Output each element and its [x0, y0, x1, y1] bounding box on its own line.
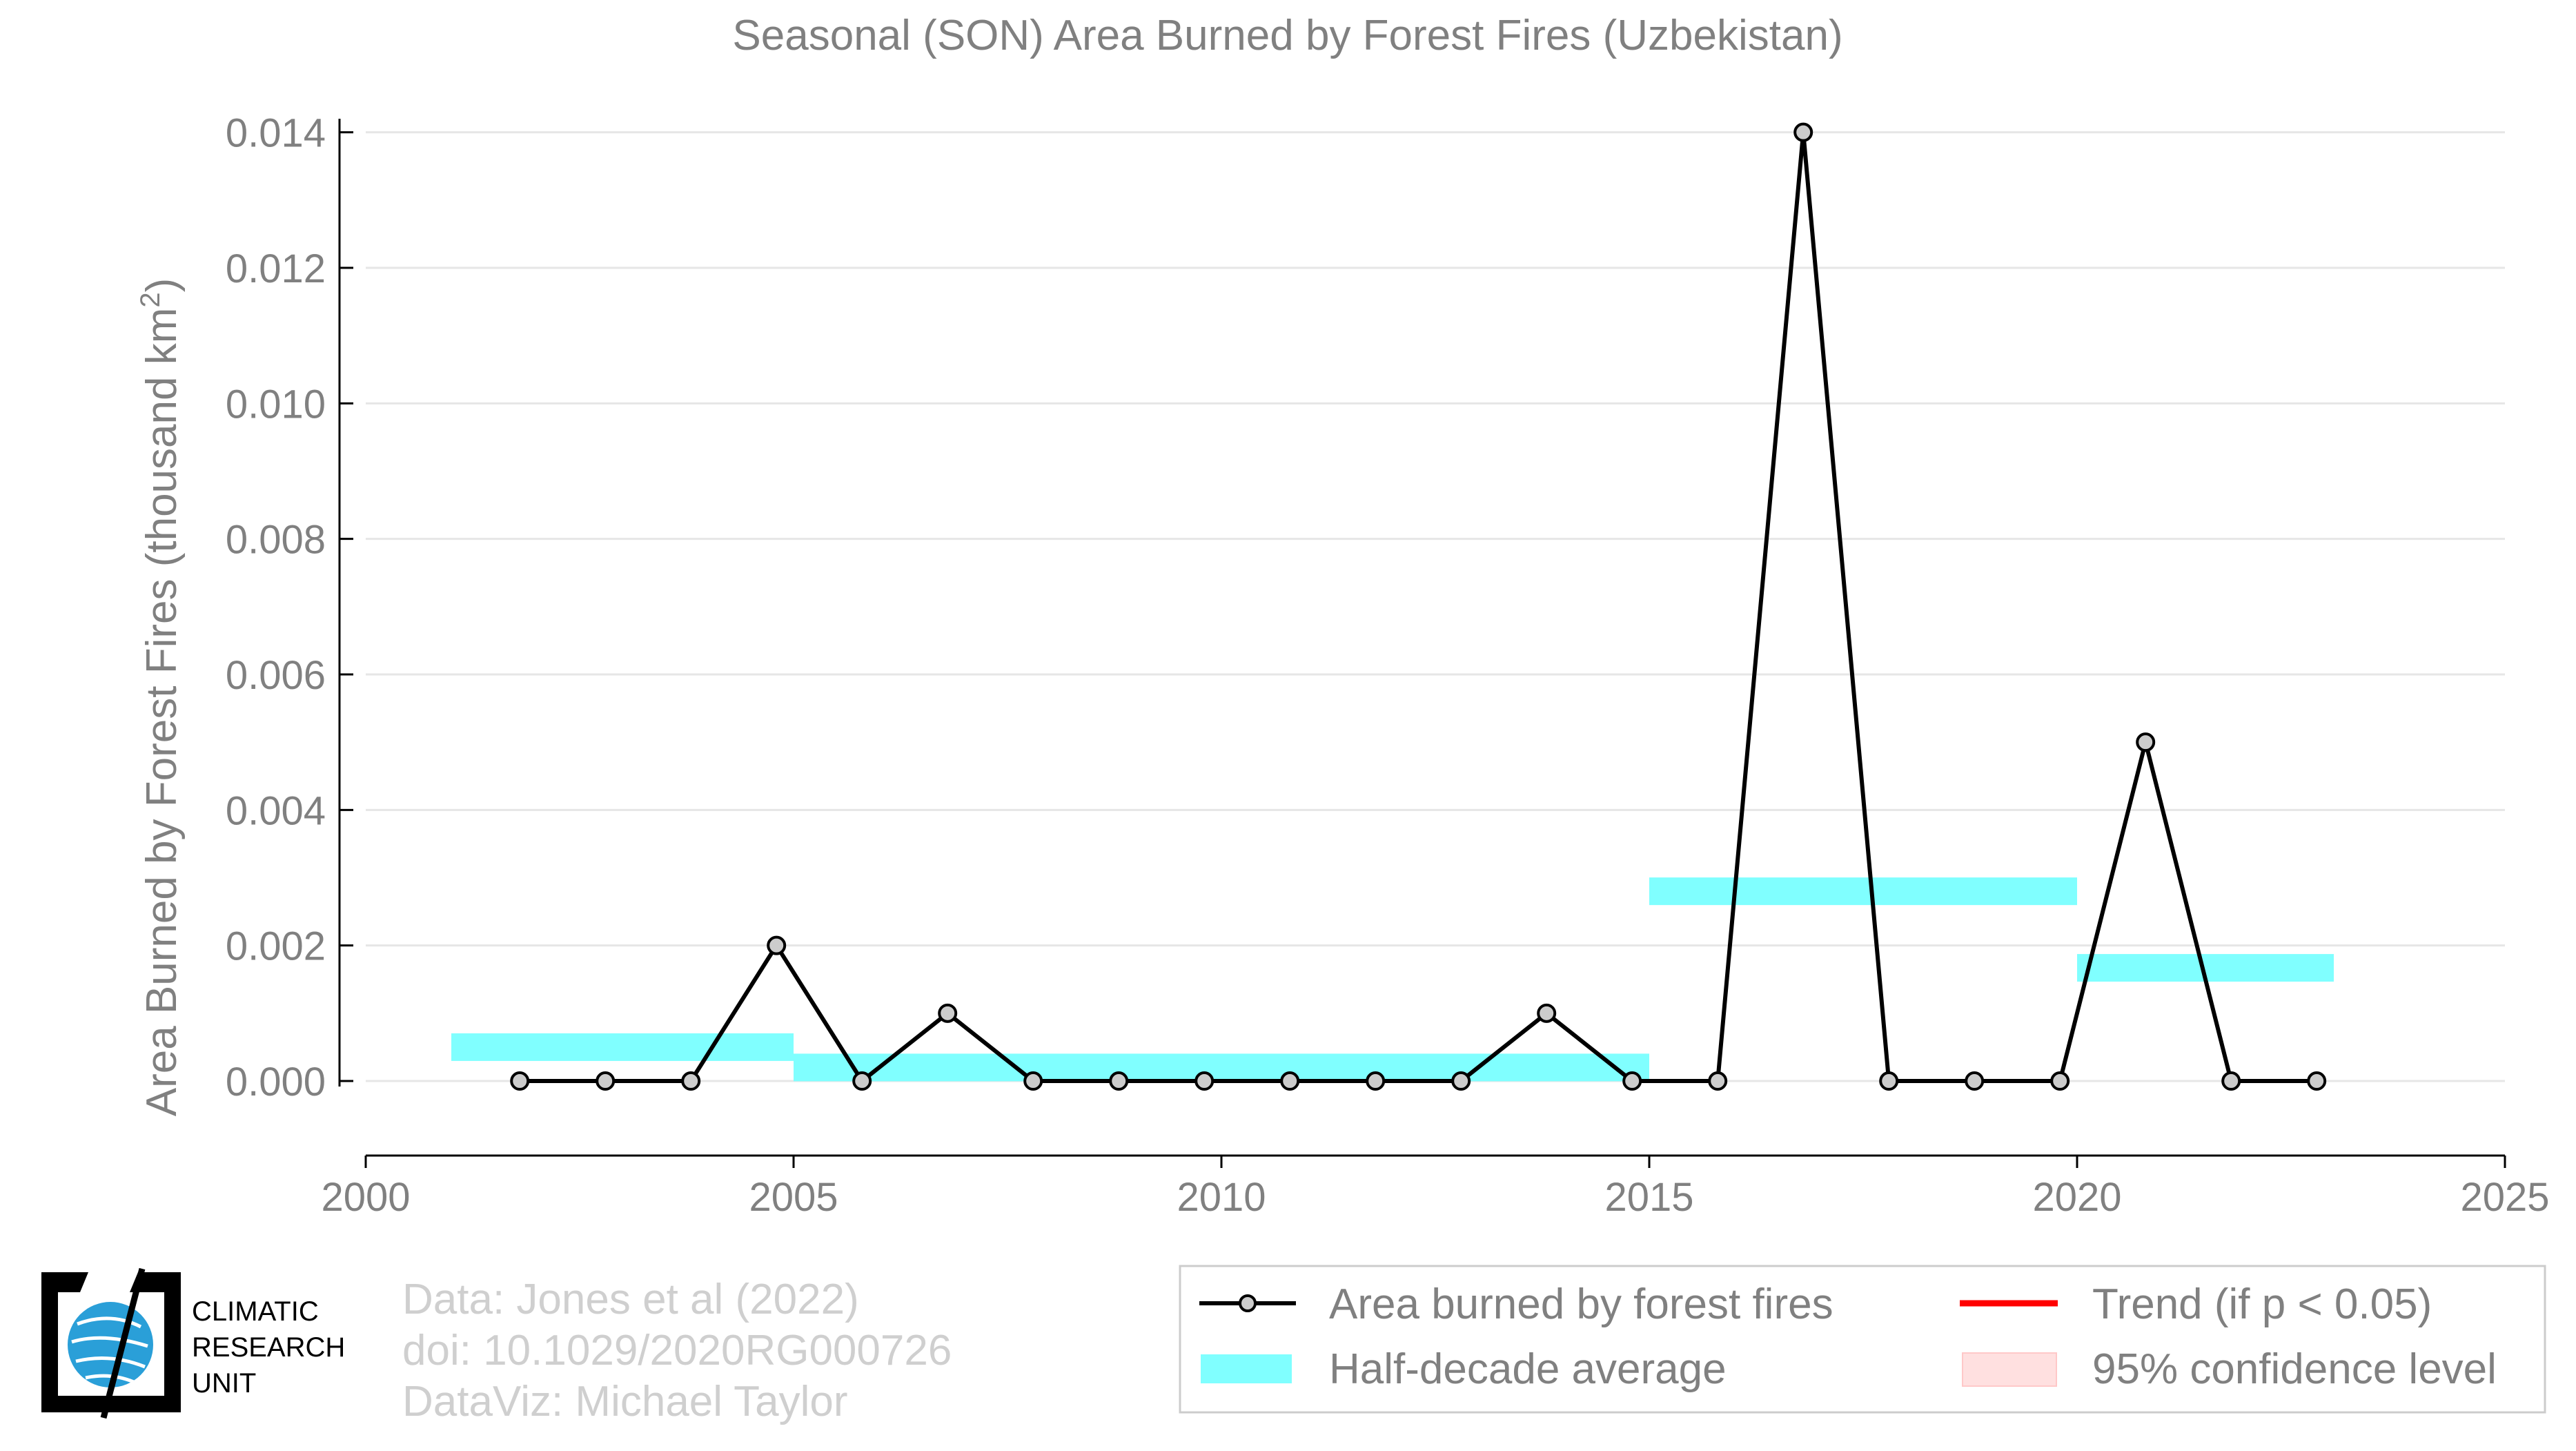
- axes: [338, 119, 2505, 1157]
- legend-symbol-area-burned-marker: [1239, 1294, 1257, 1312]
- data-point: [1708, 1071, 1728, 1091]
- y-tick-label: 0.012: [226, 246, 326, 291]
- y-tick-label: 0.004: [226, 788, 326, 833]
- data-point: [1622, 1071, 1642, 1091]
- x-tick-label: 2010: [1177, 1175, 1266, 1220]
- x-tick-labels: 2000 2005 2010 2015 2020 2025: [321, 1156, 2550, 1220]
- cru-logo-line: RESEARCH: [192, 1332, 346, 1363]
- legend-label-area-burned: Area burned by forest fires: [1329, 1280, 1833, 1328]
- half-decade-average-bar: [794, 1053, 1649, 1082]
- x-tick-label: 2025: [2460, 1175, 2549, 1220]
- series-line: [520, 130, 2317, 1084]
- data-point: [681, 1071, 701, 1091]
- data-point: [1280, 1071, 1300, 1091]
- x-tick-label: 2005: [749, 1175, 838, 1220]
- cru-logo-text: CLIMATIC RESEARCH UNIT: [192, 1294, 345, 1401]
- legend-label-trend: Trend (if p < 0.05): [2092, 1280, 2432, 1328]
- half-decade-average-bars: [451, 877, 2334, 1082]
- data-point: [1194, 1071, 1215, 1091]
- data-point: [1023, 1071, 1043, 1091]
- half-decade-average-bar: [451, 1033, 794, 1061]
- legend-label-confidence: 95% confidence level: [2092, 1345, 2497, 1393]
- y-tick-label: 0.010: [226, 382, 326, 427]
- data-point: [510, 1071, 530, 1091]
- legend-box: [1179, 1265, 2546, 1414]
- series-area-burned: [510, 122, 2327, 1091]
- credit-data: Data: Jones et al (2022): [402, 1276, 859, 1323]
- data-point: [1879, 1071, 1899, 1091]
- y-tick-label: 0.006: [226, 653, 326, 698]
- y-tick-label: 0.014: [226, 111, 326, 156]
- half-decade-average-bar: [1649, 877, 2077, 906]
- data-point: [596, 1071, 616, 1091]
- x-tick-label: 2020: [2032, 1175, 2121, 1220]
- cru-logo-slash-icon: [100, 1267, 146, 1419]
- cru-logo-frame-icon: [41, 1272, 181, 1412]
- legend-label-half-decade: Half-decade average: [1329, 1345, 1727, 1393]
- legend-symbol-confidence: [1962, 1352, 2057, 1387]
- data-point: [938, 1003, 958, 1023]
- data-point: [1965, 1071, 1985, 1091]
- y-axis-label: Area Burned by Forest Fires (thousand km…: [135, 278, 186, 1117]
- data-point: [852, 1071, 872, 1091]
- x-tick-label: 2000: [321, 1175, 410, 1220]
- gridlines: [366, 131, 2505, 1082]
- credit-dataviz: DataViz: Michael Taylor: [402, 1378, 848, 1425]
- data-point: [767, 935, 787, 955]
- legend: Area burned by forest fires Trend (if p …: [1179, 1265, 2546, 1414]
- data-point: [2050, 1071, 2070, 1091]
- data-point: [2136, 732, 2156, 752]
- data-point: [1537, 1003, 1557, 1023]
- data-point: [1793, 122, 1813, 142]
- cru-logo-line: CLIMATIC: [192, 1296, 319, 1327]
- data-point: [1109, 1071, 1129, 1091]
- y-tick-labels: 0.000 0.002 0.004 0.006 0.008 0.010 0.012 0.014: [226, 111, 353, 1104]
- cru-logo: [41, 1267, 181, 1419]
- y-axis-label-superscript: 2: [135, 292, 166, 307]
- x-tick-label: 2015: [1604, 1175, 1693, 1220]
- cru-logo-line: UNIT: [192, 1368, 257, 1399]
- legend-symbol-half-decade: [1201, 1354, 1292, 1383]
- chart-title: Seasonal (SON) Area Burned by Forest Fir…: [732, 12, 1842, 59]
- data-point: [2307, 1071, 2327, 1091]
- data-point: [2221, 1071, 2241, 1091]
- credit-doi: doi: 10.1029/2020RG000726: [402, 1327, 952, 1374]
- y-tick-label: 0.000: [226, 1060, 326, 1104]
- data-point: [1451, 1071, 1471, 1091]
- data-point: [1366, 1071, 1386, 1091]
- y-tick-label: 0.008: [226, 518, 326, 563]
- cru-logo-globe-lines-icon: [71, 1316, 148, 1384]
- y-tick-label: 0.002: [226, 924, 326, 969]
